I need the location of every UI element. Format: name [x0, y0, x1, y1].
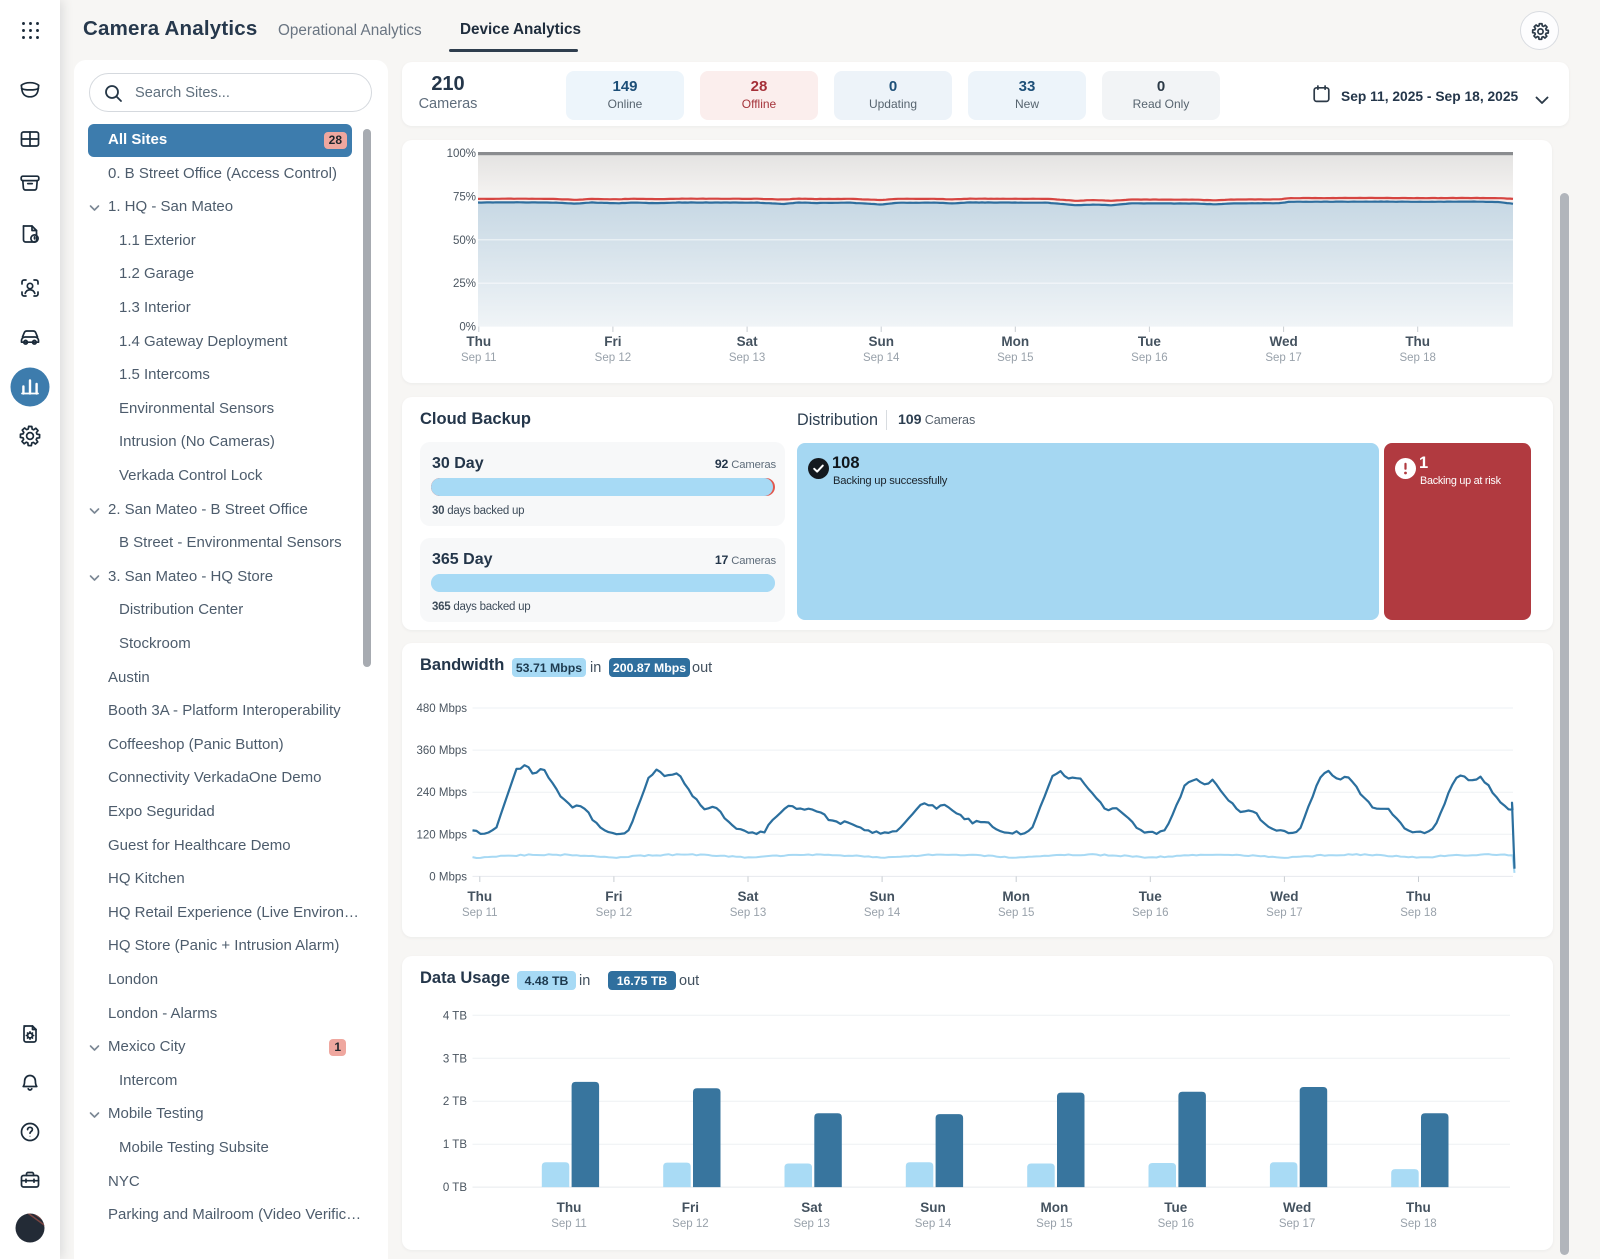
svg-text:3 TB: 3 TB: [443, 1053, 467, 1065]
svg-text:Sep 14: Sep 14: [864, 907, 901, 919]
svg-text:Tue: Tue: [1138, 334, 1161, 349]
svg-text:Sep 16: Sep 16: [1158, 1218, 1194, 1230]
svg-text:Thu: Thu: [1406, 1200, 1431, 1215]
svg-text:Sep 12: Sep 12: [595, 352, 631, 364]
svg-text:Sep 14: Sep 14: [915, 1218, 952, 1230]
svg-text:75%: 75%: [453, 191, 476, 203]
svg-text:360 Mbps: 360 Mbps: [416, 745, 467, 757]
svg-text:Sep 18: Sep 18: [1399, 352, 1435, 364]
svg-text:Wed: Wed: [1283, 1200, 1311, 1215]
svg-text:Wed: Wed: [1269, 334, 1297, 349]
svg-text:Thu: Thu: [1406, 889, 1431, 904]
svg-text:Sep 13: Sep 13: [793, 1218, 829, 1230]
svg-text:Fri: Fri: [604, 334, 621, 349]
svg-text:Mon: Mon: [1002, 889, 1030, 904]
svg-text:Sep 18: Sep 18: [1400, 907, 1436, 919]
svg-text:Fri: Fri: [605, 889, 622, 904]
svg-text:Mon: Mon: [1001, 334, 1029, 349]
svg-text:50%: 50%: [453, 235, 476, 247]
svg-text:Sep 12: Sep 12: [672, 1218, 708, 1230]
svg-text:Tue: Tue: [1139, 889, 1162, 904]
svg-text:Thu: Thu: [1405, 334, 1430, 349]
svg-text:Sep 15: Sep 15: [998, 907, 1034, 919]
svg-text:Sat: Sat: [801, 1200, 823, 1215]
svg-text:Thu: Thu: [466, 334, 491, 349]
svg-text:Sat: Sat: [737, 889, 759, 904]
svg-text:Sun: Sun: [868, 334, 894, 349]
svg-text:480 Mbps: 480 Mbps: [416, 703, 467, 715]
svg-text:Wed: Wed: [1270, 889, 1298, 904]
svg-text:Thu: Thu: [467, 889, 492, 904]
svg-text:Sun: Sun: [920, 1200, 946, 1215]
svg-text:Sep 11: Sep 11: [462, 907, 498, 919]
svg-text:0 Mbps: 0 Mbps: [429, 871, 467, 883]
svg-text:Sep 13: Sep 13: [729, 352, 765, 364]
svg-text:Sep 16: Sep 16: [1131, 352, 1167, 364]
svg-text:Sep 11: Sep 11: [461, 352, 497, 364]
svg-text:Sep 15: Sep 15: [1036, 1218, 1072, 1230]
svg-text:Fri: Fri: [682, 1200, 699, 1215]
svg-text:Tue: Tue: [1164, 1200, 1187, 1215]
svg-text:Sep 13: Sep 13: [730, 907, 766, 919]
svg-text:Sep 16: Sep 16: [1132, 907, 1168, 919]
svg-text:Sep 17: Sep 17: [1279, 1218, 1315, 1230]
svg-text:Sep 12: Sep 12: [596, 907, 632, 919]
svg-text:Sep 17: Sep 17: [1265, 352, 1301, 364]
svg-text:240 Mbps: 240 Mbps: [416, 787, 467, 799]
svg-text:2 TB: 2 TB: [443, 1096, 467, 1108]
svg-text:4 TB: 4 TB: [443, 1010, 467, 1022]
svg-text:0 TB: 0 TB: [443, 1182, 467, 1194]
svg-text:0%: 0%: [459, 322, 476, 334]
svg-text:Sep 15: Sep 15: [997, 352, 1033, 364]
svg-text:1 TB: 1 TB: [443, 1139, 467, 1151]
svg-text:Sat: Sat: [737, 334, 759, 349]
svg-text:Sep 11: Sep 11: [551, 1218, 587, 1230]
svg-text:Sep 18: Sep 18: [1400, 1218, 1436, 1230]
svg-text:Sep 14: Sep 14: [863, 352, 900, 364]
svg-text:Sep 17: Sep 17: [1266, 907, 1302, 919]
svg-text:100%: 100%: [447, 148, 476, 160]
svg-text:Mon: Mon: [1041, 1200, 1069, 1215]
svg-text:Sun: Sun: [869, 889, 895, 904]
svg-text:25%: 25%: [453, 278, 476, 290]
svg-text:120 Mbps: 120 Mbps: [416, 829, 467, 841]
svg-text:Thu: Thu: [557, 1200, 582, 1215]
